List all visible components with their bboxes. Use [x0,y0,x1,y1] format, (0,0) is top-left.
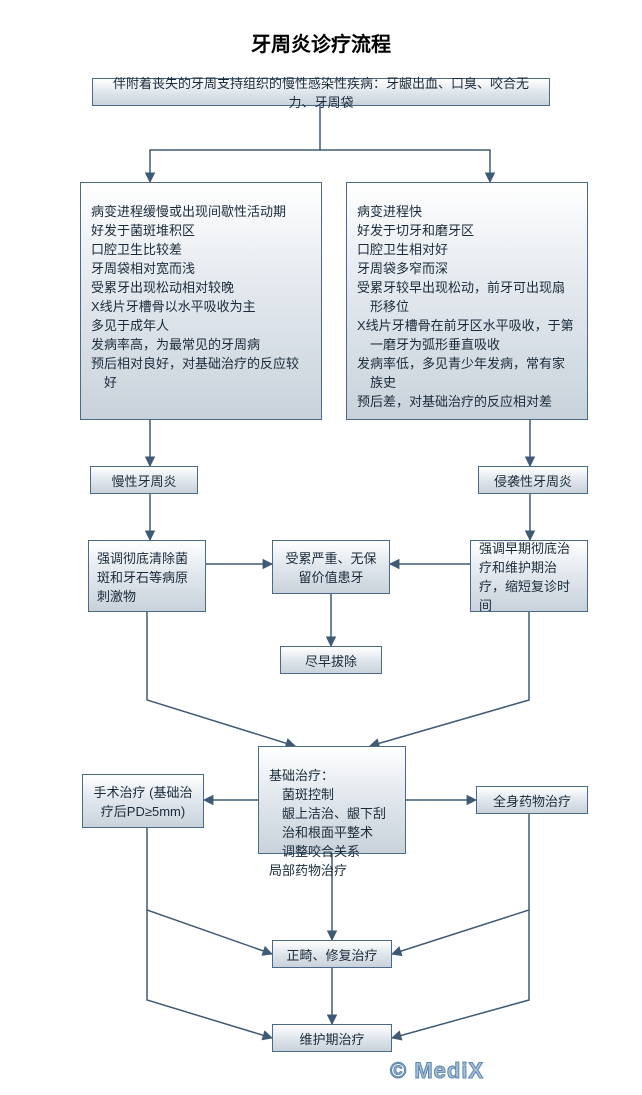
node-emphL: 强调彻底清除菌斑和牙石等病原刺激物 [88,540,206,612]
node-chronic: 慢性牙周炎 [90,466,198,494]
node-extract: 尽早拔除 [280,646,382,674]
node-rightBig: 病变进程快好发于切牙和磨牙区口腔卫生相对好牙周袋多窄而深受累牙较早出现松动，前牙… [346,182,588,420]
node-aggro: 侵袭性牙周炎 [478,466,588,494]
node-ortho: 正畸、修复治疗 [272,940,392,968]
node-systemic: 全身药物治疗 [476,786,588,814]
node-maint: 维护期治疗 [272,1024,392,1052]
watermark: © MediX [390,1058,484,1084]
node-emphR: 强调早期彻底治疗和维护期治疗，缩短复诊时间 [470,540,588,612]
node-surgery: 手术治疗 (基础治疗后PD≥5mm) [82,774,204,828]
node-leftBig: 病变进程缓慢或出现间歇性活动期好发于菌斑堆积区口腔卫生比较差牙周袋相对宽而浅受累… [80,182,322,420]
node-root: 伴附着丧失的牙周支持组织的慢性感染性疾病：牙龈出血、口臭、咬合无力、牙周袋 [92,78,550,106]
node-severe: 受累严重、无保留价值患牙 [272,540,390,594]
node-basic: 基础治疗： 菌斑控制 龈上洁治、龈下刮治和根面平整术 调整咬合关系局部药物治疗 [258,746,406,854]
page-title: 牙周炎诊疗流程 [0,28,642,57]
